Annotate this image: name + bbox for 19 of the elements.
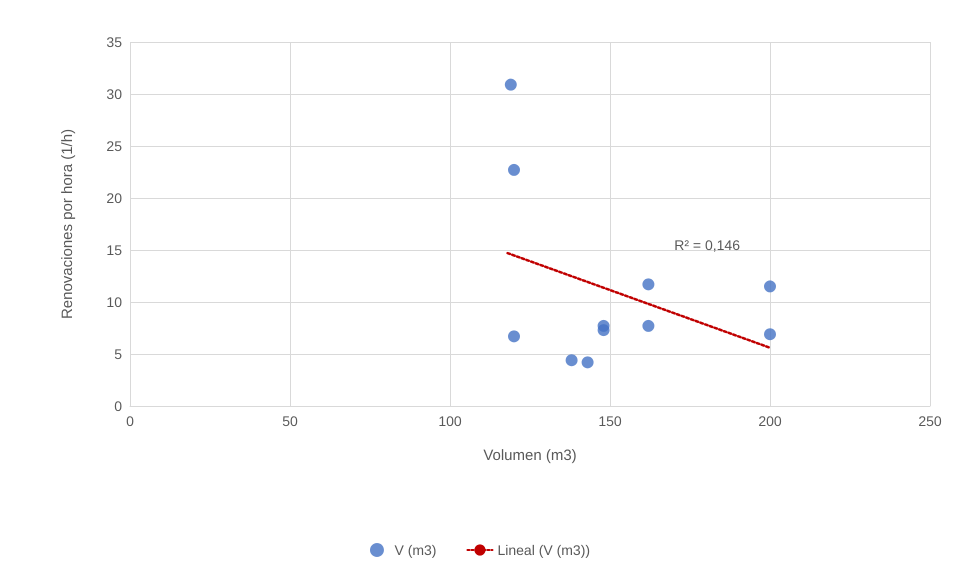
y-tick-label: 25 <box>106 138 122 154</box>
y-axis-title: Renovaciones por hora (1/h) <box>59 128 76 320</box>
y-tick-label: 0 <box>114 398 122 414</box>
y-tick-label: 35 <box>106 34 122 50</box>
y-tick-label: 30 <box>106 86 122 102</box>
y-tick-label: 20 <box>106 190 122 206</box>
legend-label: Lineal (V (m3)) <box>497 542 590 558</box>
y-tick-label: 15 <box>106 242 122 258</box>
x-axis-title: Volumen (m3) <box>483 447 577 464</box>
annotation: R² = 0,146 <box>674 236 740 253</box>
x-tick-label: 0 <box>126 413 134 429</box>
x-tick-label: 250 <box>918 413 942 429</box>
y-tick-label: 10 <box>106 294 122 310</box>
y-tick-label: 5 <box>114 346 122 362</box>
x-tick-label: 150 <box>598 413 622 429</box>
x-tick-label: 50 <box>282 413 298 429</box>
x-tick-label: 200 <box>758 413 782 429</box>
legend-label: V (m3) <box>394 542 436 558</box>
x-tick-label: 100 <box>438 413 462 429</box>
